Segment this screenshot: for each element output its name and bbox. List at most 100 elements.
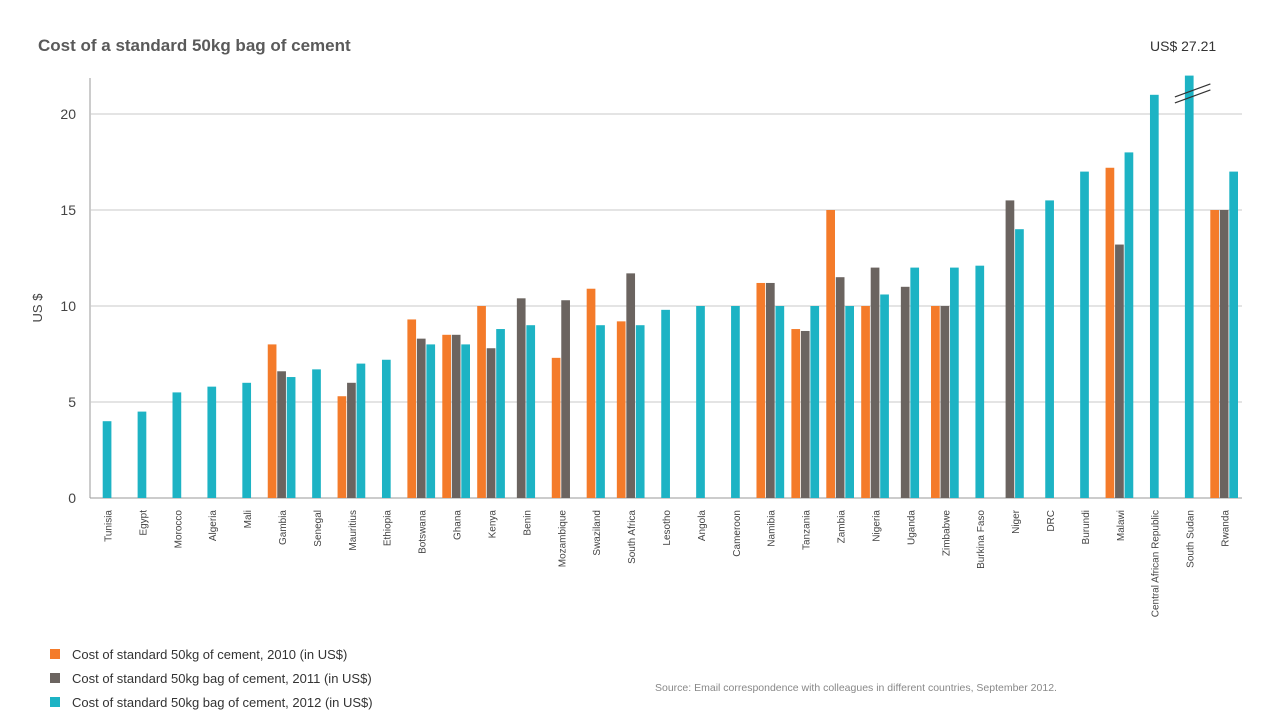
bar-botswana-2011	[416, 338, 426, 498]
bar-algeria-2012	[207, 386, 217, 498]
x-tick-label: South Sudan	[1186, 510, 1197, 568]
bar-ethiopia-2012	[381, 359, 391, 498]
x-tick-label: Namibia	[767, 510, 778, 547]
x-tick-label: Nigeria	[871, 510, 882, 542]
axis-break-label: US$ 27.21	[1150, 38, 1217, 54]
legend-item-2011: Cost of standard 50kg bag of cement, 201…	[50, 666, 373, 690]
bar-south-africa-2010	[616, 321, 626, 498]
x-tick-label: Lesotho	[662, 510, 673, 546]
bar-uganda-2012	[910, 267, 920, 498]
x-tick-label: Mauritius	[348, 510, 359, 551]
bar-rwanda-2011	[1219, 210, 1229, 498]
x-tick-label: Algeria	[208, 510, 219, 542]
bar-egypt-2012	[137, 411, 147, 498]
bar-zambia-2011	[835, 277, 845, 498]
x-tick-label: Angola	[697, 510, 708, 542]
x-tick-label: Tanzania	[802, 510, 813, 550]
bar-south-africa-2012	[635, 325, 645, 498]
bar-botswana-2012	[426, 344, 436, 498]
x-tick-label: Ghana	[453, 510, 464, 540]
bar-ghana-2011	[451, 334, 461, 498]
bar-south-sudan-2012	[1184, 75, 1194, 498]
bar-zimbabwe-2012	[950, 267, 959, 498]
bar-drc-2012	[1045, 200, 1054, 498]
bar-namibia-2012	[775, 306, 785, 498]
legend-item-2012: Cost of standard 50kg bag of cement, 201…	[50, 690, 373, 714]
x-tick-label: DRC	[1046, 510, 1057, 532]
y-tick-label: 10	[60, 298, 76, 314]
bar-niger-2012	[1015, 229, 1024, 498]
bar-mauritius-2010	[337, 396, 347, 498]
x-tick-label: Ethiopia	[383, 510, 394, 547]
bar-morocco-2012	[172, 392, 182, 498]
bar-gambia-2010	[267, 344, 277, 498]
bar-benin-2012	[526, 325, 536, 498]
bar-zambia-2010	[826, 210, 835, 498]
axis-break-mark	[1174, 89, 1211, 104]
bar-rwanda-2010	[1210, 210, 1219, 498]
x-tick-label: Tunisia	[103, 510, 114, 542]
x-tick-label: Uganda	[906, 510, 917, 545]
bar-botswana-2010	[407, 319, 417, 498]
bar-cameroon-2012	[731, 306, 740, 498]
bar-mauritius-2011	[347, 382, 356, 498]
x-tick-label: Senegal	[313, 510, 324, 547]
source-note: Source: Email correspondence with collea…	[655, 682, 1057, 694]
x-tick-label: Malawi	[1116, 510, 1127, 541]
x-tick-label: Gambia	[278, 510, 289, 545]
bar-kenya-2011	[486, 348, 496, 498]
axis-break-mark	[1174, 83, 1211, 98]
x-tick-label: Morocco	[173, 510, 184, 549]
x-tick-label: Mozambique	[557, 510, 568, 568]
bar-swaziland-2010	[586, 288, 596, 498]
y-tick-label: 5	[68, 394, 76, 410]
bar-mali-2012	[242, 382, 252, 498]
x-tick-label: Burundi	[1081, 510, 1092, 544]
legend-swatch-2012	[50, 697, 60, 707]
bar-angola-2012	[696, 306, 705, 498]
bar-malawi-2010	[1105, 167, 1115, 498]
y-tick-label: 20	[60, 106, 76, 122]
x-tick-label: South Africa	[627, 510, 638, 564]
x-tick-label: Burkina Faso	[976, 510, 987, 569]
legend: Cost of standard 50kg of cement, 2010 (i…	[50, 642, 373, 714]
legend-swatch-2010	[50, 649, 60, 659]
legend-item-2010: Cost of standard 50kg of cement, 2010 (i…	[50, 642, 373, 666]
bar-mauritius-2012	[356, 363, 366, 498]
y-tick-label: 0	[68, 490, 76, 506]
bar-burkina-faso-2012	[975, 265, 985, 498]
legend-swatch-2011	[50, 673, 60, 683]
bar-south-africa-2011	[626, 273, 636, 498]
bar-tanzania-2010	[791, 329, 801, 498]
x-tick-label: Kenya	[487, 510, 498, 539]
x-tick-label: Botswana	[418, 510, 429, 554]
bar-nigeria-2011	[870, 267, 880, 498]
bar-gambia-2011	[277, 371, 286, 498]
y-tick-label: 15	[60, 202, 76, 218]
bar-niger-2011	[1005, 200, 1015, 498]
x-tick-label: Swaziland	[592, 510, 603, 556]
bar-gambia-2012	[286, 377, 296, 498]
bar-swaziland-2012	[596, 325, 605, 498]
bar-kenya-2010	[477, 306, 486, 498]
bar-tanzania-2011	[800, 330, 810, 498]
bar-kenya-2012	[496, 329, 505, 498]
bar-tunisia-2012	[102, 421, 112, 498]
bar-nigeria-2012	[880, 294, 889, 498]
legend-label-2012: Cost of standard 50kg bag of cement, 201…	[72, 694, 373, 710]
bar-zimbabwe-2011	[940, 306, 950, 498]
bar-uganda-2011	[900, 286, 910, 498]
bar-tanzania-2012	[810, 306, 820, 498]
bar-senegal-2012	[312, 369, 321, 498]
bar-namibia-2010	[756, 282, 766, 498]
bar-rwanda-2012	[1229, 171, 1238, 498]
bar-malawi-2012	[1124, 152, 1134, 498]
y-axis-label: US $	[30, 293, 45, 323]
x-tick-label: Egypt	[138, 510, 149, 536]
bar-lesotho-2012	[661, 309, 670, 498]
x-tick-label: Benin	[522, 510, 533, 536]
bar-nigeria-2010	[861, 306, 870, 498]
bar-malawi-2011	[1115, 244, 1124, 498]
bar-mozambique-2010	[551, 357, 561, 498]
